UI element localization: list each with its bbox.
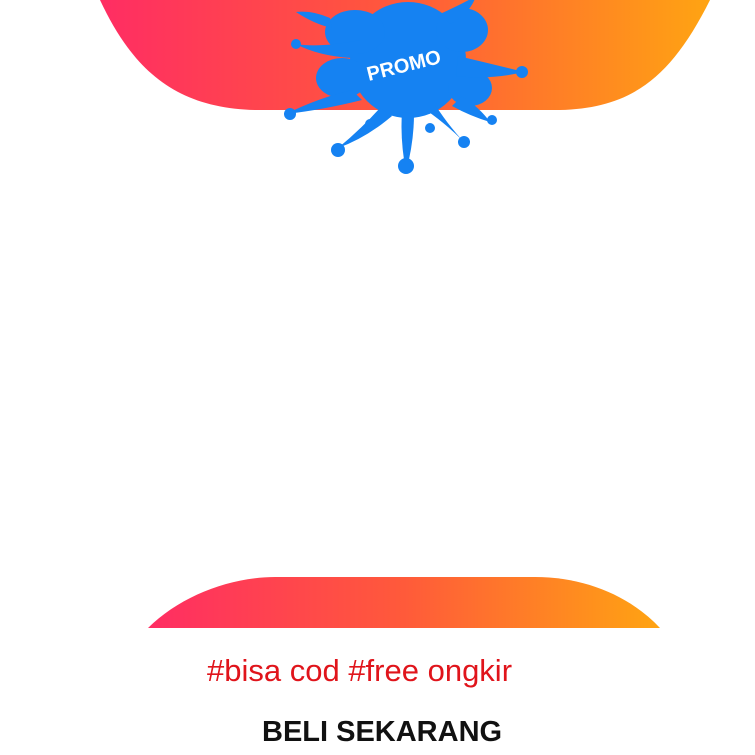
splash-badge-icon: PROMO	[284, 0, 528, 174]
bottom-banner-shape	[148, 577, 660, 628]
top-banner: PROMO	[100, 0, 710, 174]
bottom-banner	[148, 577, 660, 628]
buy-now-button[interactable]: BELI SEKARANG	[262, 716, 503, 748]
hashtag-tagline: #bisa cod #free ongkir	[207, 653, 513, 688]
